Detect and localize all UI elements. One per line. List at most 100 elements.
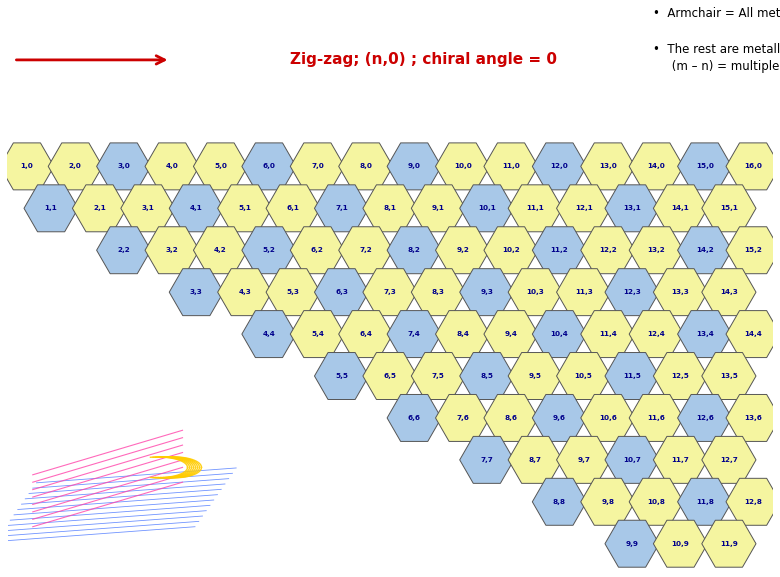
Polygon shape [581,143,635,190]
Text: 10,3: 10,3 [526,289,544,295]
Polygon shape [726,395,780,441]
Text: 16,0: 16,0 [744,163,762,170]
Polygon shape [581,310,635,358]
Polygon shape [218,269,272,316]
Polygon shape [726,227,780,273]
Polygon shape [121,185,175,232]
Polygon shape [557,353,611,399]
Polygon shape [702,520,756,567]
Text: 10,8: 10,8 [647,499,665,505]
Polygon shape [532,227,587,273]
Text: 4,4: 4,4 [263,331,275,337]
Text: 9,9: 9,9 [626,541,639,547]
Polygon shape [435,395,490,441]
Polygon shape [266,269,321,316]
Polygon shape [678,227,732,273]
Text: 13,6: 13,6 [744,415,762,421]
Polygon shape [726,310,780,358]
Polygon shape [0,143,54,190]
Polygon shape [629,143,683,190]
Polygon shape [605,185,659,232]
Text: 10,1: 10,1 [478,205,496,211]
Polygon shape [557,436,611,484]
Text: 12,6: 12,6 [696,415,714,421]
Text: 11,1: 11,1 [526,205,544,211]
Polygon shape [290,227,345,273]
Polygon shape [169,269,223,316]
Text: 7,1: 7,1 [335,205,348,211]
Text: 14,4: 14,4 [744,331,762,337]
Text: 8,7: 8,7 [529,457,541,463]
Text: 10,2: 10,2 [502,247,520,253]
Polygon shape [314,269,369,316]
Text: 12,2: 12,2 [599,247,617,253]
Text: 8,2: 8,2 [408,247,420,253]
Text: 2,0: 2,0 [69,163,82,170]
Polygon shape [24,185,78,232]
Polygon shape [459,353,514,399]
Polygon shape [97,227,151,273]
Polygon shape [484,395,538,441]
Text: 9,7: 9,7 [577,457,590,463]
Polygon shape [193,143,248,190]
Polygon shape [532,310,587,358]
Polygon shape [387,143,441,190]
Text: 11,6: 11,6 [647,415,665,421]
Text: 10,5: 10,5 [575,373,593,379]
Polygon shape [581,227,635,273]
Polygon shape [678,395,732,441]
Polygon shape [435,310,490,358]
Text: 7,0: 7,0 [311,163,324,170]
Polygon shape [702,436,756,484]
Polygon shape [629,310,683,358]
Polygon shape [435,227,490,273]
Polygon shape [387,227,441,273]
Text: 12,5: 12,5 [672,373,690,379]
Polygon shape [629,478,683,525]
Text: 11,8: 11,8 [696,499,714,505]
Text: 8,3: 8,3 [432,289,445,295]
Text: 8,5: 8,5 [480,373,493,379]
Polygon shape [459,436,514,484]
Text: 12,0: 12,0 [551,163,569,170]
Polygon shape [654,436,707,484]
Text: 10,4: 10,4 [551,331,569,337]
Text: 11,9: 11,9 [720,541,738,547]
Polygon shape [411,185,466,232]
Polygon shape [508,269,562,316]
Text: 8,0: 8,0 [360,163,372,170]
Polygon shape [73,185,126,232]
Text: 6,5: 6,5 [384,373,396,379]
Polygon shape [605,436,659,484]
Text: •  The rest are metallic only when
     (m – n) = multiple of 3: • The rest are metallic only when (m – n… [654,43,780,73]
Text: 13,1: 13,1 [623,205,641,211]
Text: 4,0: 4,0 [166,163,179,170]
Text: 6,0: 6,0 [263,163,275,170]
Text: Zig-zag; (n,0) ; chiral angle = 0: Zig-zag; (n,0) ; chiral angle = 0 [290,53,557,68]
Text: 7,4: 7,4 [408,331,420,337]
Polygon shape [508,436,562,484]
Polygon shape [290,310,345,358]
Polygon shape [726,478,780,525]
Text: 9,1: 9,1 [432,205,445,211]
Text: 12,1: 12,1 [575,205,593,211]
Text: 12,4: 12,4 [647,331,665,337]
Text: 8,4: 8,4 [456,331,469,337]
Polygon shape [629,395,683,441]
Text: 13,2: 13,2 [647,247,665,253]
Polygon shape [169,185,223,232]
Text: •  Armchair = All metallic: • Armchair = All metallic [654,7,780,20]
Polygon shape [702,185,756,232]
Text: 11,7: 11,7 [672,457,690,463]
Polygon shape [532,478,587,525]
Text: 3,3: 3,3 [190,289,203,295]
Text: 10,7: 10,7 [623,457,641,463]
Text: 13,3: 13,3 [672,289,690,295]
Polygon shape [339,143,393,190]
Text: 6,4: 6,4 [360,331,372,337]
Text: 5,4: 5,4 [311,331,324,337]
Polygon shape [629,227,683,273]
Text: 3,2: 3,2 [166,247,179,253]
Text: 9,4: 9,4 [505,331,517,337]
Text: 7,6: 7,6 [456,415,469,421]
